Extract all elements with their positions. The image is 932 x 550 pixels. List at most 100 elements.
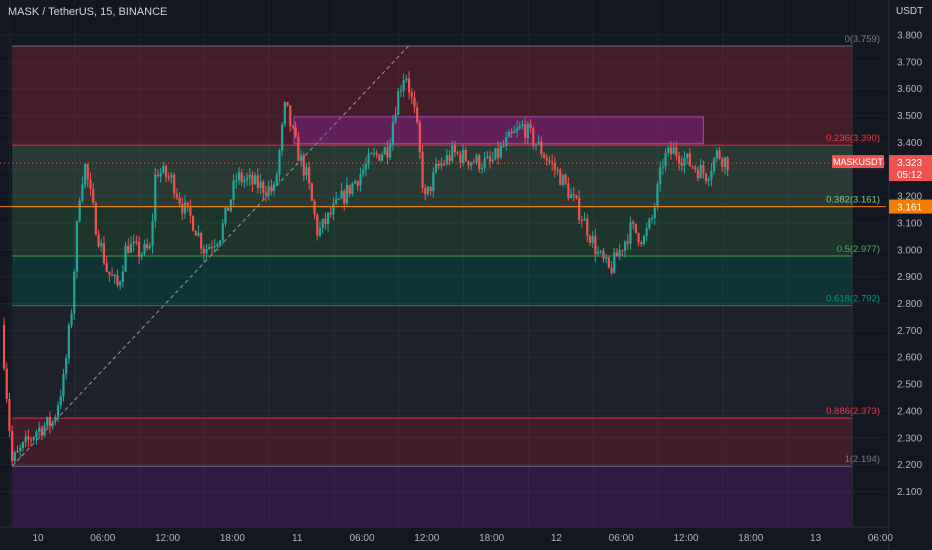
candle-body <box>583 218 586 221</box>
candle-body <box>475 155 478 163</box>
candle-body <box>721 158 724 167</box>
fib-retracement: 0(3.759) 0.236(3.390) 0.382(3.161) 0.5(2.97… <box>11 34 880 527</box>
candle-body <box>405 78 408 81</box>
candle-body <box>43 425 46 436</box>
candle-body <box>497 148 500 158</box>
candle-body <box>691 166 694 168</box>
candle-body <box>129 243 133 253</box>
price-axis-tick-label: 3.700 <box>897 57 922 68</box>
candle-body <box>353 181 357 184</box>
candle-body <box>480 168 484 170</box>
candle-body <box>394 114 397 123</box>
fib-band-extension <box>12 466 853 527</box>
time-axis-tick-label: 11 <box>292 533 303 544</box>
candle-body <box>254 175 257 185</box>
candle-body <box>704 173 708 182</box>
candle-body <box>283 102 286 125</box>
level-price-tag-background <box>889 199 932 214</box>
candle-body <box>699 165 702 179</box>
candle-body <box>8 398 11 431</box>
candle-body <box>337 198 340 200</box>
price-axis-tick-label: 3.500 <box>897 111 922 122</box>
candle-body <box>16 451 19 453</box>
candle-body <box>332 203 335 215</box>
candle-body <box>38 427 41 432</box>
price-axis-tick-label: 2.700 <box>897 326 922 337</box>
fib-band <box>12 305 853 419</box>
candle-body <box>626 241 629 244</box>
candle-body <box>108 271 111 275</box>
candle-body <box>156 174 160 177</box>
candle-body <box>248 174 251 179</box>
candle-body <box>348 184 351 194</box>
candle-body <box>615 252 619 257</box>
candle-body <box>470 162 473 166</box>
candle-body <box>521 124 524 127</box>
candle-body <box>391 122 394 145</box>
candle-body <box>351 183 354 194</box>
candle-body <box>178 197 181 204</box>
zone-box <box>293 116 704 145</box>
candle-body <box>289 105 292 127</box>
candle-body <box>343 190 346 204</box>
price-axis-tick-label: 3.800 <box>897 31 922 42</box>
candle-body <box>329 212 332 215</box>
candle-body <box>197 233 200 236</box>
time-axis-tick-label: 10 <box>32 533 44 544</box>
time-axis-tick-label: 12:00 <box>155 533 180 544</box>
candle-body <box>556 169 559 171</box>
candle-body <box>124 245 127 272</box>
candle-body <box>726 157 729 171</box>
candle-body <box>607 257 610 268</box>
candle-body <box>291 126 295 128</box>
time-axis-tick-label: 13 <box>810 533 822 544</box>
candle-body <box>418 122 421 153</box>
candle-body <box>386 147 389 158</box>
candle-body <box>167 177 170 179</box>
candle-body <box>653 207 656 219</box>
candle-body <box>534 144 538 146</box>
candle-body <box>696 169 700 179</box>
candle-body <box>586 218 589 237</box>
candle-body <box>605 257 608 259</box>
candle-body <box>181 203 184 214</box>
candle-body <box>378 154 381 161</box>
candle-body <box>459 153 462 164</box>
candle-body <box>170 174 173 178</box>
candle-body <box>202 248 205 254</box>
candle-body <box>29 439 33 441</box>
candle-body <box>243 180 246 182</box>
candle-body <box>46 416 49 426</box>
candle-body <box>529 123 532 129</box>
candle-body <box>235 180 238 182</box>
candle-body <box>24 436 27 443</box>
candle-body <box>572 194 575 196</box>
candle-body <box>324 218 327 225</box>
candle-body <box>200 233 203 249</box>
candle-body <box>588 236 592 243</box>
candle-body <box>313 200 316 215</box>
candle-body <box>310 183 313 201</box>
candle-body <box>669 147 673 154</box>
fib-level-label: 0.382(3.161) <box>826 195 880 206</box>
candle-body <box>518 126 521 129</box>
candle-body <box>434 163 438 173</box>
candle-body <box>78 200 81 222</box>
fib-level-label: 1(2.194) <box>845 454 880 465</box>
candle-body <box>102 243 106 264</box>
last-price-tag: 3.323 <box>897 158 922 169</box>
candle-body <box>650 218 654 220</box>
time-axis-tick-label: 06:00 <box>609 533 634 544</box>
candle-body <box>507 131 511 138</box>
candle-body <box>567 183 570 199</box>
price-axis-tick-label: 2.200 <box>897 460 922 471</box>
candle-body <box>105 263 108 272</box>
candle-body <box>397 91 400 115</box>
candle-body <box>216 244 219 247</box>
candle-body <box>205 249 208 254</box>
candle-body <box>667 147 670 153</box>
candle-body <box>67 325 70 359</box>
candle-body <box>151 221 154 246</box>
candle-body <box>445 155 448 164</box>
